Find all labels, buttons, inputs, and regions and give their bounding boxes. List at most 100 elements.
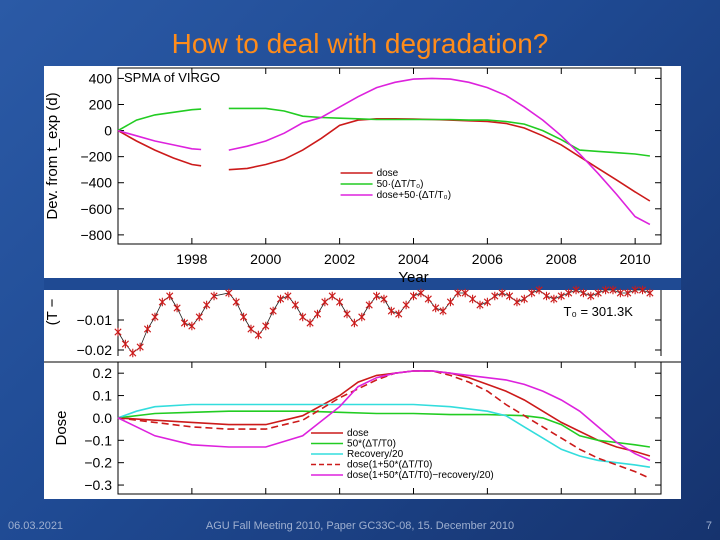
data-point: [417, 288, 425, 298]
data-point: [225, 288, 233, 298]
x-tick-label: 2002: [324, 251, 355, 267]
data-point: [350, 318, 358, 328]
data-point: [299, 312, 307, 322]
data-point: [483, 297, 491, 307]
data-point: [240, 312, 248, 322]
series-line: [117, 410, 651, 448]
data-point: [461, 288, 469, 298]
legend-label: Recovery/20: [347, 449, 404, 460]
dose-chart: 0.20.10.0−0.1−0.2−0.31998200020022004200…: [44, 361, 681, 495]
data-point: [409, 291, 418, 301]
data-point: [535, 285, 543, 295]
series-line: [117, 107, 651, 157]
y-tick-label: −0.3: [84, 477, 112, 493]
data-point: [602, 285, 610, 295]
series-line: [117, 370, 651, 462]
panel-gap: [44, 278, 681, 290]
chart-title: SPMA of VIRGO: [124, 70, 220, 85]
legend-label: dose: [347, 428, 369, 439]
data-point: [550, 294, 558, 304]
data-point: [542, 291, 551, 301]
series-line: [117, 403, 651, 468]
data-point: [387, 306, 395, 316]
temperature-annotation: T₀ = 301.3K: [564, 304, 634, 319]
legend-label: dose(1+50*(ΔT/T0): [347, 460, 432, 471]
data-point: [572, 285, 580, 295]
data-point: [173, 303, 181, 313]
data-point: [365, 300, 373, 310]
y-tick-label: −0.01: [77, 312, 113, 328]
legend-label: 50·(ΔT/T₀): [377, 179, 424, 190]
data-point: [594, 288, 602, 298]
y-tick-label: −0.1: [84, 432, 112, 448]
y-tick-label: −400: [80, 175, 112, 191]
y-tick-label: −0.02: [77, 342, 113, 358]
y-tick-label: −0.2: [84, 455, 112, 471]
data-point: [358, 312, 366, 322]
data-point: [269, 306, 277, 316]
data-point: [579, 288, 588, 298]
x-tick-label: 2010: [620, 251, 651, 267]
legend-label: dose(1+50*(ΔT/T0)−recovery/20): [347, 470, 494, 481]
x-tick-label: 2004: [398, 251, 429, 267]
data-point: [143, 324, 152, 334]
x-tick-label: 2008: [546, 251, 577, 267]
data-point: [336, 297, 344, 307]
temperature-chart: −0.01 −0.02 (T − T₀ = 301.3K: [44, 285, 662, 358]
data-point: [180, 318, 189, 328]
data-point: [114, 327, 122, 337]
data-point: [513, 297, 521, 307]
data-point: [638, 285, 647, 295]
legend-label: 50*(ΔT/T0): [347, 439, 396, 450]
data-point: [565, 288, 573, 298]
data-point: [631, 285, 639, 295]
y-axis-label: (T −: [44, 298, 61, 325]
series-line: [117, 370, 651, 480]
x-tick-label: 2006: [472, 251, 503, 267]
data-point: [616, 288, 624, 298]
data-point: [129, 348, 137, 358]
data-point: [587, 291, 595, 301]
data-point: [313, 309, 322, 319]
data-point: [372, 291, 381, 301]
plot-frame: [117, 361, 662, 495]
legend-label: dose: [377, 168, 399, 179]
data-point: [210, 291, 218, 301]
data-point: [491, 291, 499, 301]
series-line: [117, 77, 651, 226]
data-point: [432, 303, 440, 313]
data-point: [321, 297, 329, 307]
data-point: [195, 312, 203, 322]
data-point: [469, 294, 477, 304]
x-tick-label: 1998: [176, 251, 207, 267]
data-point: [395, 309, 403, 319]
upper-panel-bg: [44, 66, 681, 278]
data-point: [528, 288, 536, 298]
data-point: [380, 294, 388, 304]
data-point: [498, 288, 506, 298]
data-point: [343, 309, 351, 319]
data-point: [254, 330, 262, 340]
y-tick-label: 0.2: [93, 365, 113, 381]
x-axis-label: Year: [398, 269, 428, 286]
y-tick-label: 0: [104, 123, 112, 139]
data-point: [646, 288, 654, 298]
y-tick-label: 400: [89, 70, 113, 86]
data-point: [520, 294, 528, 304]
x-tick-label: 2000: [250, 251, 281, 267]
data-point: [158, 297, 166, 307]
plot-frame: [117, 67, 662, 245]
y-axis-label: Dev. from t_exp (d): [44, 92, 61, 219]
data-point: [557, 291, 565, 301]
data-point: [136, 342, 144, 352]
data-point: [291, 300, 299, 310]
data-point: [306, 318, 314, 328]
data-point: [476, 300, 484, 310]
data-point: [284, 291, 292, 301]
data-point: [328, 291, 336, 301]
data-point: [203, 300, 211, 310]
data-point: [262, 321, 270, 331]
slide-title: How to deal with degradation?: [171, 28, 549, 59]
